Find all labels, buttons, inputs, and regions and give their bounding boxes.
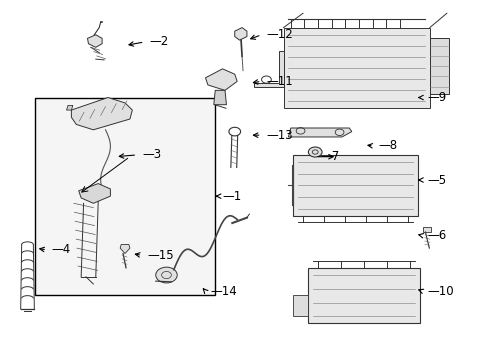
Polygon shape (205, 69, 237, 90)
Polygon shape (71, 98, 132, 130)
Polygon shape (79, 184, 110, 203)
Circle shape (156, 267, 177, 283)
Polygon shape (234, 28, 246, 40)
Text: —5: —5 (427, 174, 446, 186)
Bar (283, 28, 429, 108)
Bar (35, 98, 215, 295)
Text: —13: —13 (266, 129, 292, 142)
Polygon shape (66, 105, 73, 110)
Polygon shape (254, 51, 283, 87)
Text: —10: —10 (427, 285, 453, 298)
Text: —12: —12 (266, 28, 293, 41)
Bar (423, 226, 430, 232)
Polygon shape (288, 128, 351, 137)
Text: —7: —7 (320, 150, 339, 163)
Text: —11: —11 (266, 75, 293, 88)
Polygon shape (87, 35, 102, 47)
Text: —9: —9 (427, 91, 446, 104)
Circle shape (308, 147, 322, 157)
Text: —8: —8 (378, 139, 397, 152)
Polygon shape (293, 295, 307, 316)
Polygon shape (213, 90, 226, 105)
Text: —4: —4 (52, 243, 71, 256)
Polygon shape (429, 39, 448, 94)
Text: —6: —6 (427, 229, 446, 242)
Bar (293, 155, 417, 216)
Text: —14: —14 (210, 285, 237, 298)
Bar (307, 268, 419, 323)
Polygon shape (120, 244, 130, 253)
Text: —1: —1 (222, 190, 241, 203)
Text: —15: —15 (147, 249, 173, 262)
Text: —3: —3 (142, 148, 161, 161)
Text: —2: —2 (149, 35, 168, 49)
